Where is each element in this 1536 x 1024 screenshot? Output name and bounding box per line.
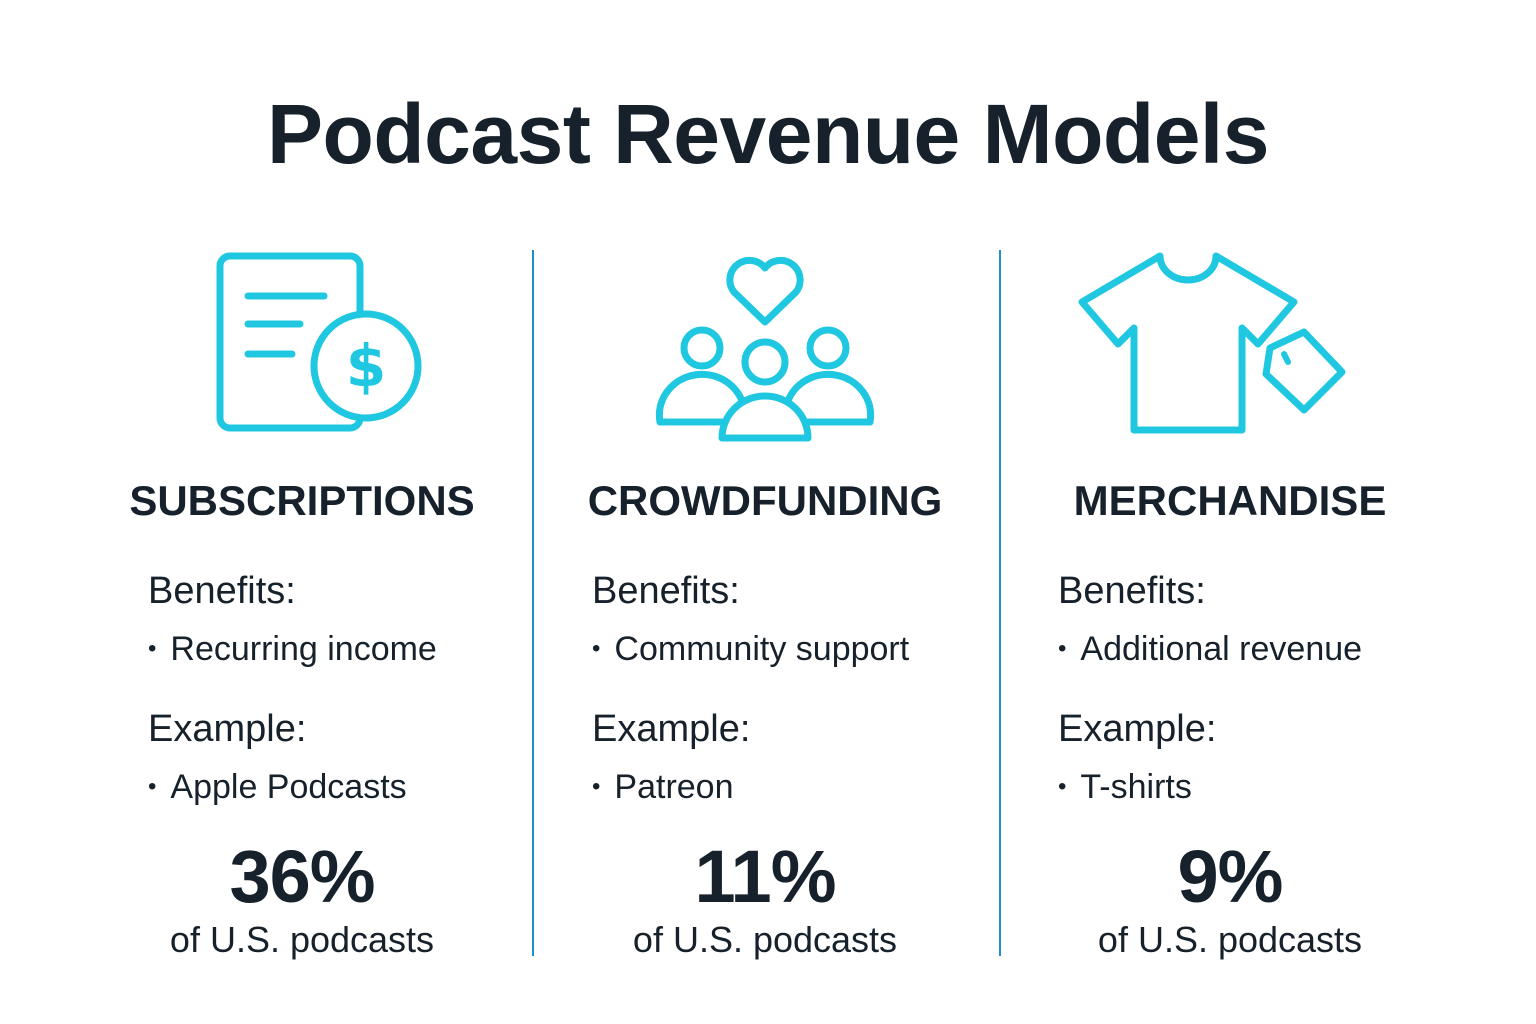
model-heading: CROWDFUNDING bbox=[587, 477, 943, 524]
benefit-item: • Recurring income bbox=[148, 632, 437, 666]
column-divider bbox=[532, 250, 534, 956]
tshirt-tag-icon bbox=[1074, 248, 1354, 438]
example-item: • Patreon bbox=[592, 770, 734, 804]
bullet-icon: • bbox=[148, 773, 157, 800]
benefits-label: Benefits: bbox=[592, 570, 740, 612]
benefits-label: Benefits: bbox=[148, 570, 296, 612]
community-heart-icon bbox=[652, 248, 878, 448]
example-label: Example: bbox=[1058, 708, 1217, 750]
bullet-icon: • bbox=[592, 773, 601, 800]
revenue-model-subscriptions: $ SUBSCRIPTIONS Benefits: • Recurring inc… bbox=[100, 240, 504, 980]
benefit-item: • Community support bbox=[592, 632, 909, 666]
example-label: Example: bbox=[592, 708, 751, 750]
page-title: Podcast Revenue Models bbox=[267, 87, 1269, 181]
percent-value: 11% bbox=[694, 835, 836, 918]
percent-value: 9% bbox=[1177, 835, 1284, 918]
model-heading: MERCHANDISE bbox=[1073, 477, 1387, 524]
bullet-icon: • bbox=[592, 635, 601, 662]
column-divider bbox=[999, 250, 1001, 956]
example-item: • T-shirts bbox=[1058, 770, 1192, 804]
benefit-text: Recurring income bbox=[170, 630, 437, 668]
bullet-icon: • bbox=[1058, 635, 1067, 662]
revenue-model-crowdfunding: CROWDFUNDING Benefits: • Community suppor… bbox=[560, 240, 970, 980]
example-item: • Apple Podcasts bbox=[148, 770, 407, 804]
example-text: T-shirts bbox=[1080, 768, 1192, 806]
example-label: Example: bbox=[148, 708, 307, 750]
bullet-icon: • bbox=[1058, 773, 1067, 800]
percent-caption: of U.S. podcasts bbox=[169, 919, 435, 960]
benefit-item: • Additional revenue bbox=[1058, 632, 1362, 666]
bullet-icon: • bbox=[148, 635, 157, 662]
revenue-model-merchandise: MERCHANDISE Benefits: • Additional revenu… bbox=[1030, 240, 1430, 980]
percent-caption: of U.S. podcasts bbox=[632, 919, 898, 960]
example-text: Patreon bbox=[614, 768, 734, 806]
benefit-text: Additional revenue bbox=[1080, 630, 1363, 668]
document-dollar-icon: $ bbox=[212, 248, 424, 438]
model-heading: SUBSCRIPTIONS bbox=[129, 477, 475, 524]
example-text: Apple Podcasts bbox=[170, 768, 407, 806]
percent-caption: of U.S. podcasts bbox=[1097, 919, 1363, 960]
percent-value: 36% bbox=[229, 835, 375, 918]
benefit-text: Community support bbox=[614, 630, 910, 668]
benefits-label: Benefits: bbox=[1058, 570, 1206, 612]
svg-text:$: $ bbox=[346, 332, 386, 400]
